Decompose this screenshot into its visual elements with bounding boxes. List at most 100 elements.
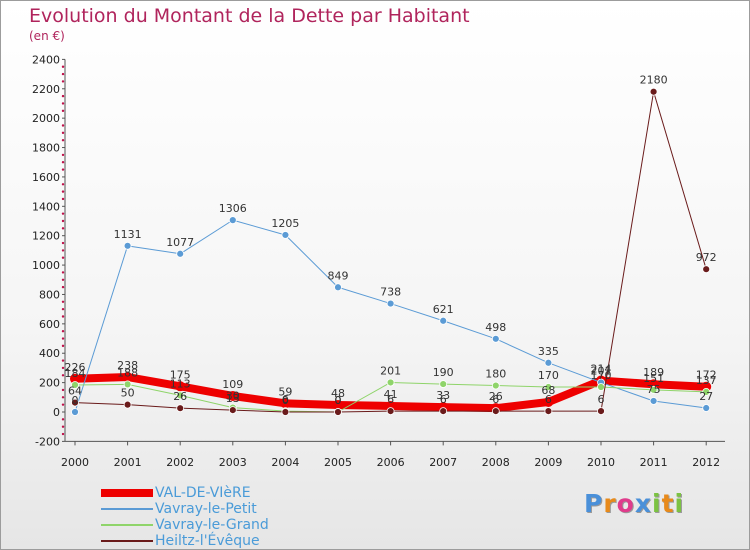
y-minor-tick: [61, 94, 65, 98]
data-label: 41: [384, 388, 398, 401]
x-tick-label: 2011: [640, 456, 668, 469]
x-tick-label: 2000: [61, 456, 89, 469]
data-label: 170: [538, 369, 559, 382]
data-point: [543, 397, 554, 408]
data-label: 170: [591, 369, 612, 382]
data-point: [491, 334, 500, 343]
y-minor-tick: [61, 300, 65, 304]
x-tick-label: 2007: [429, 456, 457, 469]
y-minor-tick: [61, 102, 65, 105]
series-3: [71, 87, 711, 416]
x-tick-label: 2010: [587, 456, 615, 469]
y-minor-tick: [61, 197, 65, 201]
data-label: 137: [696, 374, 717, 387]
data-point: [597, 407, 605, 416]
data-point: [70, 373, 80, 384]
data-point: [544, 383, 553, 391]
data-label: 68: [541, 384, 555, 397]
data-label: 48: [331, 387, 345, 400]
legend-swatch: [101, 524, 153, 526]
y-minor-tick: [61, 212, 65, 215]
data-point: [71, 381, 79, 389]
y-minor-tick: [61, 249, 65, 252]
data-point: [71, 398, 79, 407]
y-tick-label: 200: [39, 377, 60, 390]
data-point: [123, 400, 132, 409]
y-minor-tick: [61, 161, 65, 164]
data-point: [386, 407, 395, 416]
x-tick-label: 2012: [692, 456, 720, 469]
data-point: [491, 407, 500, 416]
data-point: [281, 231, 290, 239]
y-minor-tick: [61, 425, 65, 428]
data-point: [228, 216, 237, 225]
y-minor-tick: [61, 315, 65, 318]
y-minor-tick: [61, 241, 65, 245]
data-point: [227, 390, 238, 401]
data-label: 6: [545, 393, 552, 406]
data-label: 201: [591, 364, 612, 377]
data-label: 1077: [166, 236, 194, 249]
data-label: 6: [440, 393, 447, 406]
data-point: [491, 381, 500, 390]
series-2: [71, 378, 711, 416]
y-minor-tick: [61, 190, 65, 193]
data-label: 6: [492, 393, 499, 406]
x-tick-label: 2008: [482, 456, 510, 469]
data-label: 0: [72, 394, 79, 407]
data-point: [597, 383, 605, 391]
legend-swatch: [101, 508, 153, 510]
y-minor-tick: [61, 80, 65, 83]
chart-title: Evolution du Montant de la Dette par Hab…: [29, 5, 470, 27]
legend-label: Vavray-le-Grand: [155, 517, 269, 533]
y-tick-label: 1600: [32, 171, 60, 184]
y-tick-label: 400: [39, 347, 60, 360]
y-tick-label: 2200: [32, 83, 60, 96]
data-label: 1205: [271, 217, 299, 230]
y-minor-tick: [61, 183, 65, 186]
data-point: [544, 407, 553, 416]
data-point: [176, 391, 185, 400]
y-tick-label: 1800: [32, 142, 60, 155]
y-minor-tick: [61, 359, 65, 362]
data-label: 498: [485, 321, 506, 334]
data-point: [702, 404, 711, 412]
x-tick-label: 2003: [219, 456, 247, 469]
data-label: 226: [65, 361, 86, 374]
data-point: [228, 406, 237, 414]
y-minor-tick: [61, 418, 65, 421]
y-tick-label: 1200: [32, 230, 60, 243]
legend-label: Vavray-le-Petit: [155, 501, 257, 517]
data-point: [281, 408, 290, 416]
data-point: [439, 407, 448, 416]
y-minor-tick: [61, 271, 65, 274]
y-minor-tick: [61, 72, 65, 76]
data-label: 59: [278, 385, 292, 398]
y-tick-label: 0: [53, 406, 60, 419]
data-label: 26: [173, 390, 187, 403]
data-point: [544, 358, 553, 367]
data-label: 6: [598, 393, 605, 406]
data-label: 1131: [114, 228, 142, 241]
y-minor-tick: [61, 307, 65, 311]
data-label: 113: [170, 377, 191, 390]
data-point: [649, 397, 658, 405]
data-label: 189: [643, 366, 664, 379]
data-label: 26: [489, 390, 503, 403]
y-tick-label: 2000: [32, 112, 60, 125]
data-point: [176, 249, 185, 258]
data-label: 184: [65, 367, 86, 380]
y-minor-tick: [61, 124, 65, 127]
y-minor-tick: [61, 227, 65, 230]
data-label: 175: [170, 368, 191, 381]
data-label: 109: [222, 378, 243, 391]
y-minor-tick: [61, 109, 65, 113]
data-point: [333, 399, 343, 410]
y-tick-label: 2400: [32, 53, 60, 66]
data-label: 2180: [640, 74, 668, 87]
y-minor-tick: [61, 396, 65, 399]
data-point: [649, 385, 658, 394]
data-label: 64: [68, 385, 82, 398]
data-point: [386, 299, 395, 308]
